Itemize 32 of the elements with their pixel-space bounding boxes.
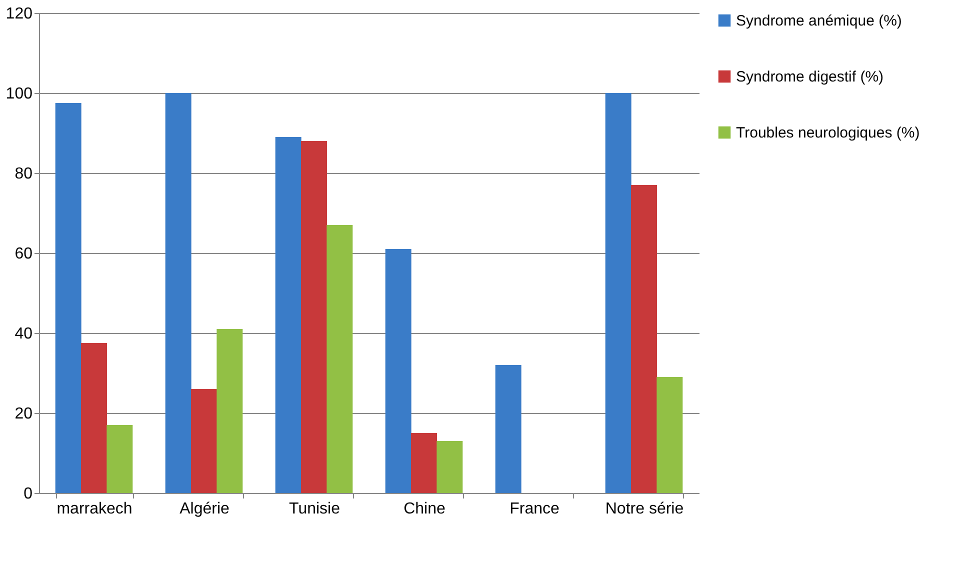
bar (165, 93, 192, 493)
bar (411, 433, 437, 493)
y-tick-label: 0 (24, 486, 33, 502)
bar (301, 141, 327, 493)
legend-label: Syndrome digestif (%) (736, 68, 884, 86)
bar (631, 185, 657, 493)
x-tick-label: Algérie (180, 500, 230, 518)
x-tick-label: Tunisie (289, 500, 340, 518)
x-tick-label: Chine (404, 500, 446, 518)
bar (326, 225, 353, 493)
x-tick-label: Notre série (605, 500, 684, 518)
y-tick-label: 100 (6, 86, 33, 102)
bar (216, 329, 243, 493)
legend-label: Troubles neurologiques (%) (736, 124, 920, 142)
bar (436, 441, 463, 493)
bar (106, 425, 133, 493)
bar (81, 343, 107, 493)
legend-label: Syndrome anémique (%) (736, 12, 902, 30)
bar (275, 137, 302, 493)
bar (605, 93, 632, 493)
y-tick-label: 40 (14, 326, 33, 342)
bar (385, 249, 412, 493)
bar (656, 377, 683, 493)
y-tick-label: 60 (14, 246, 33, 262)
x-tick-label: marrakech (56, 500, 132, 518)
y-tick-label: 20 (14, 406, 33, 422)
y-tick-label: 80 (14, 166, 33, 182)
bar (55, 103, 82, 493)
bar (495, 365, 522, 493)
x-tick-label: France (510, 500, 560, 518)
bar (191, 389, 217, 493)
y-tick-label: 120 (6, 6, 33, 22)
